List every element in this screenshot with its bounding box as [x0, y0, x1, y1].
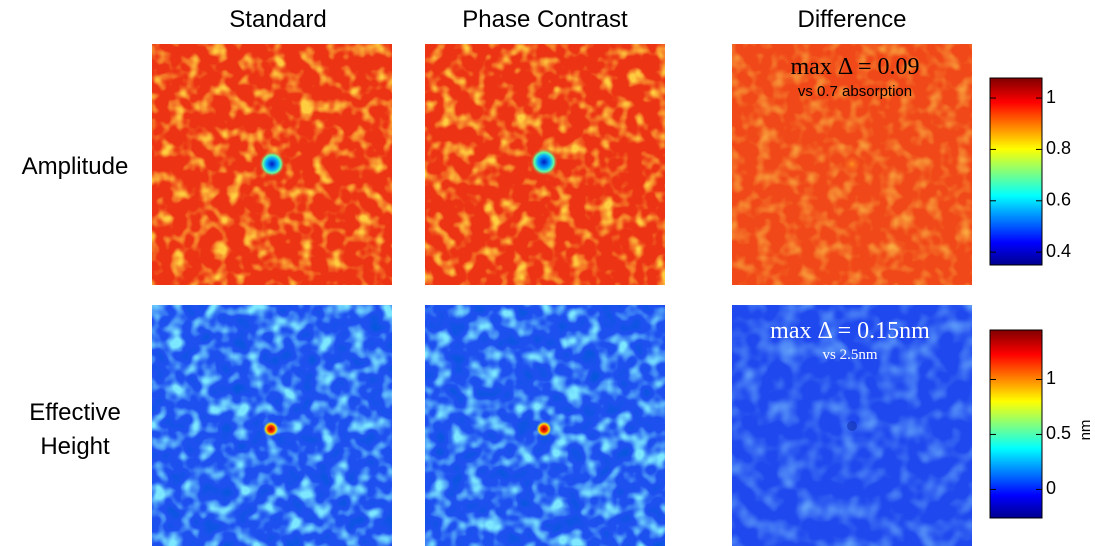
tick-label: 1 [1046, 368, 1056, 388]
tick-label: 0.6 [1046, 190, 1071, 210]
height-phase-contrast [425, 305, 665, 546]
tick-label: 0.5 [1046, 423, 1071, 443]
annotation-sub: vs 0.7 absorption [797, 83, 913, 100]
row-title: Effective Height [29, 399, 121, 460]
tick-label: 0.8 [1046, 138, 1071, 158]
tick-label: 1 [1046, 87, 1056, 107]
amplitude-standard [152, 44, 392, 285]
row-title: Amplitude [21, 153, 129, 180]
annotation: max Δ = 0.15nm vs 2.5nm [730, 318, 970, 364]
annotation-main: max Δ = 0.09 [790, 54, 920, 80]
height-standard [152, 305, 392, 546]
height-difference [732, 305, 972, 546]
amplitude-difference [732, 44, 972, 285]
column-title: Standard [229, 6, 327, 33]
annotation-sub: vs 2.5nm [822, 347, 878, 363]
column-title: Phase Contrast [462, 6, 628, 33]
tick-label: 0 [1046, 478, 1056, 498]
annotation: max Δ = 0.09 vs 0.7 absorption [735, 54, 975, 100]
column-title: Difference [797, 6, 907, 33]
colorbar-label: nm [1077, 420, 1094, 441]
colorbar [989, 77, 1043, 266]
annotation-main: max Δ = 0.15nm [770, 318, 930, 344]
tick-label: 0.4 [1046, 241, 1071, 261]
colorbar [989, 329, 1043, 519]
amplitude-phase-contrast [425, 44, 665, 285]
